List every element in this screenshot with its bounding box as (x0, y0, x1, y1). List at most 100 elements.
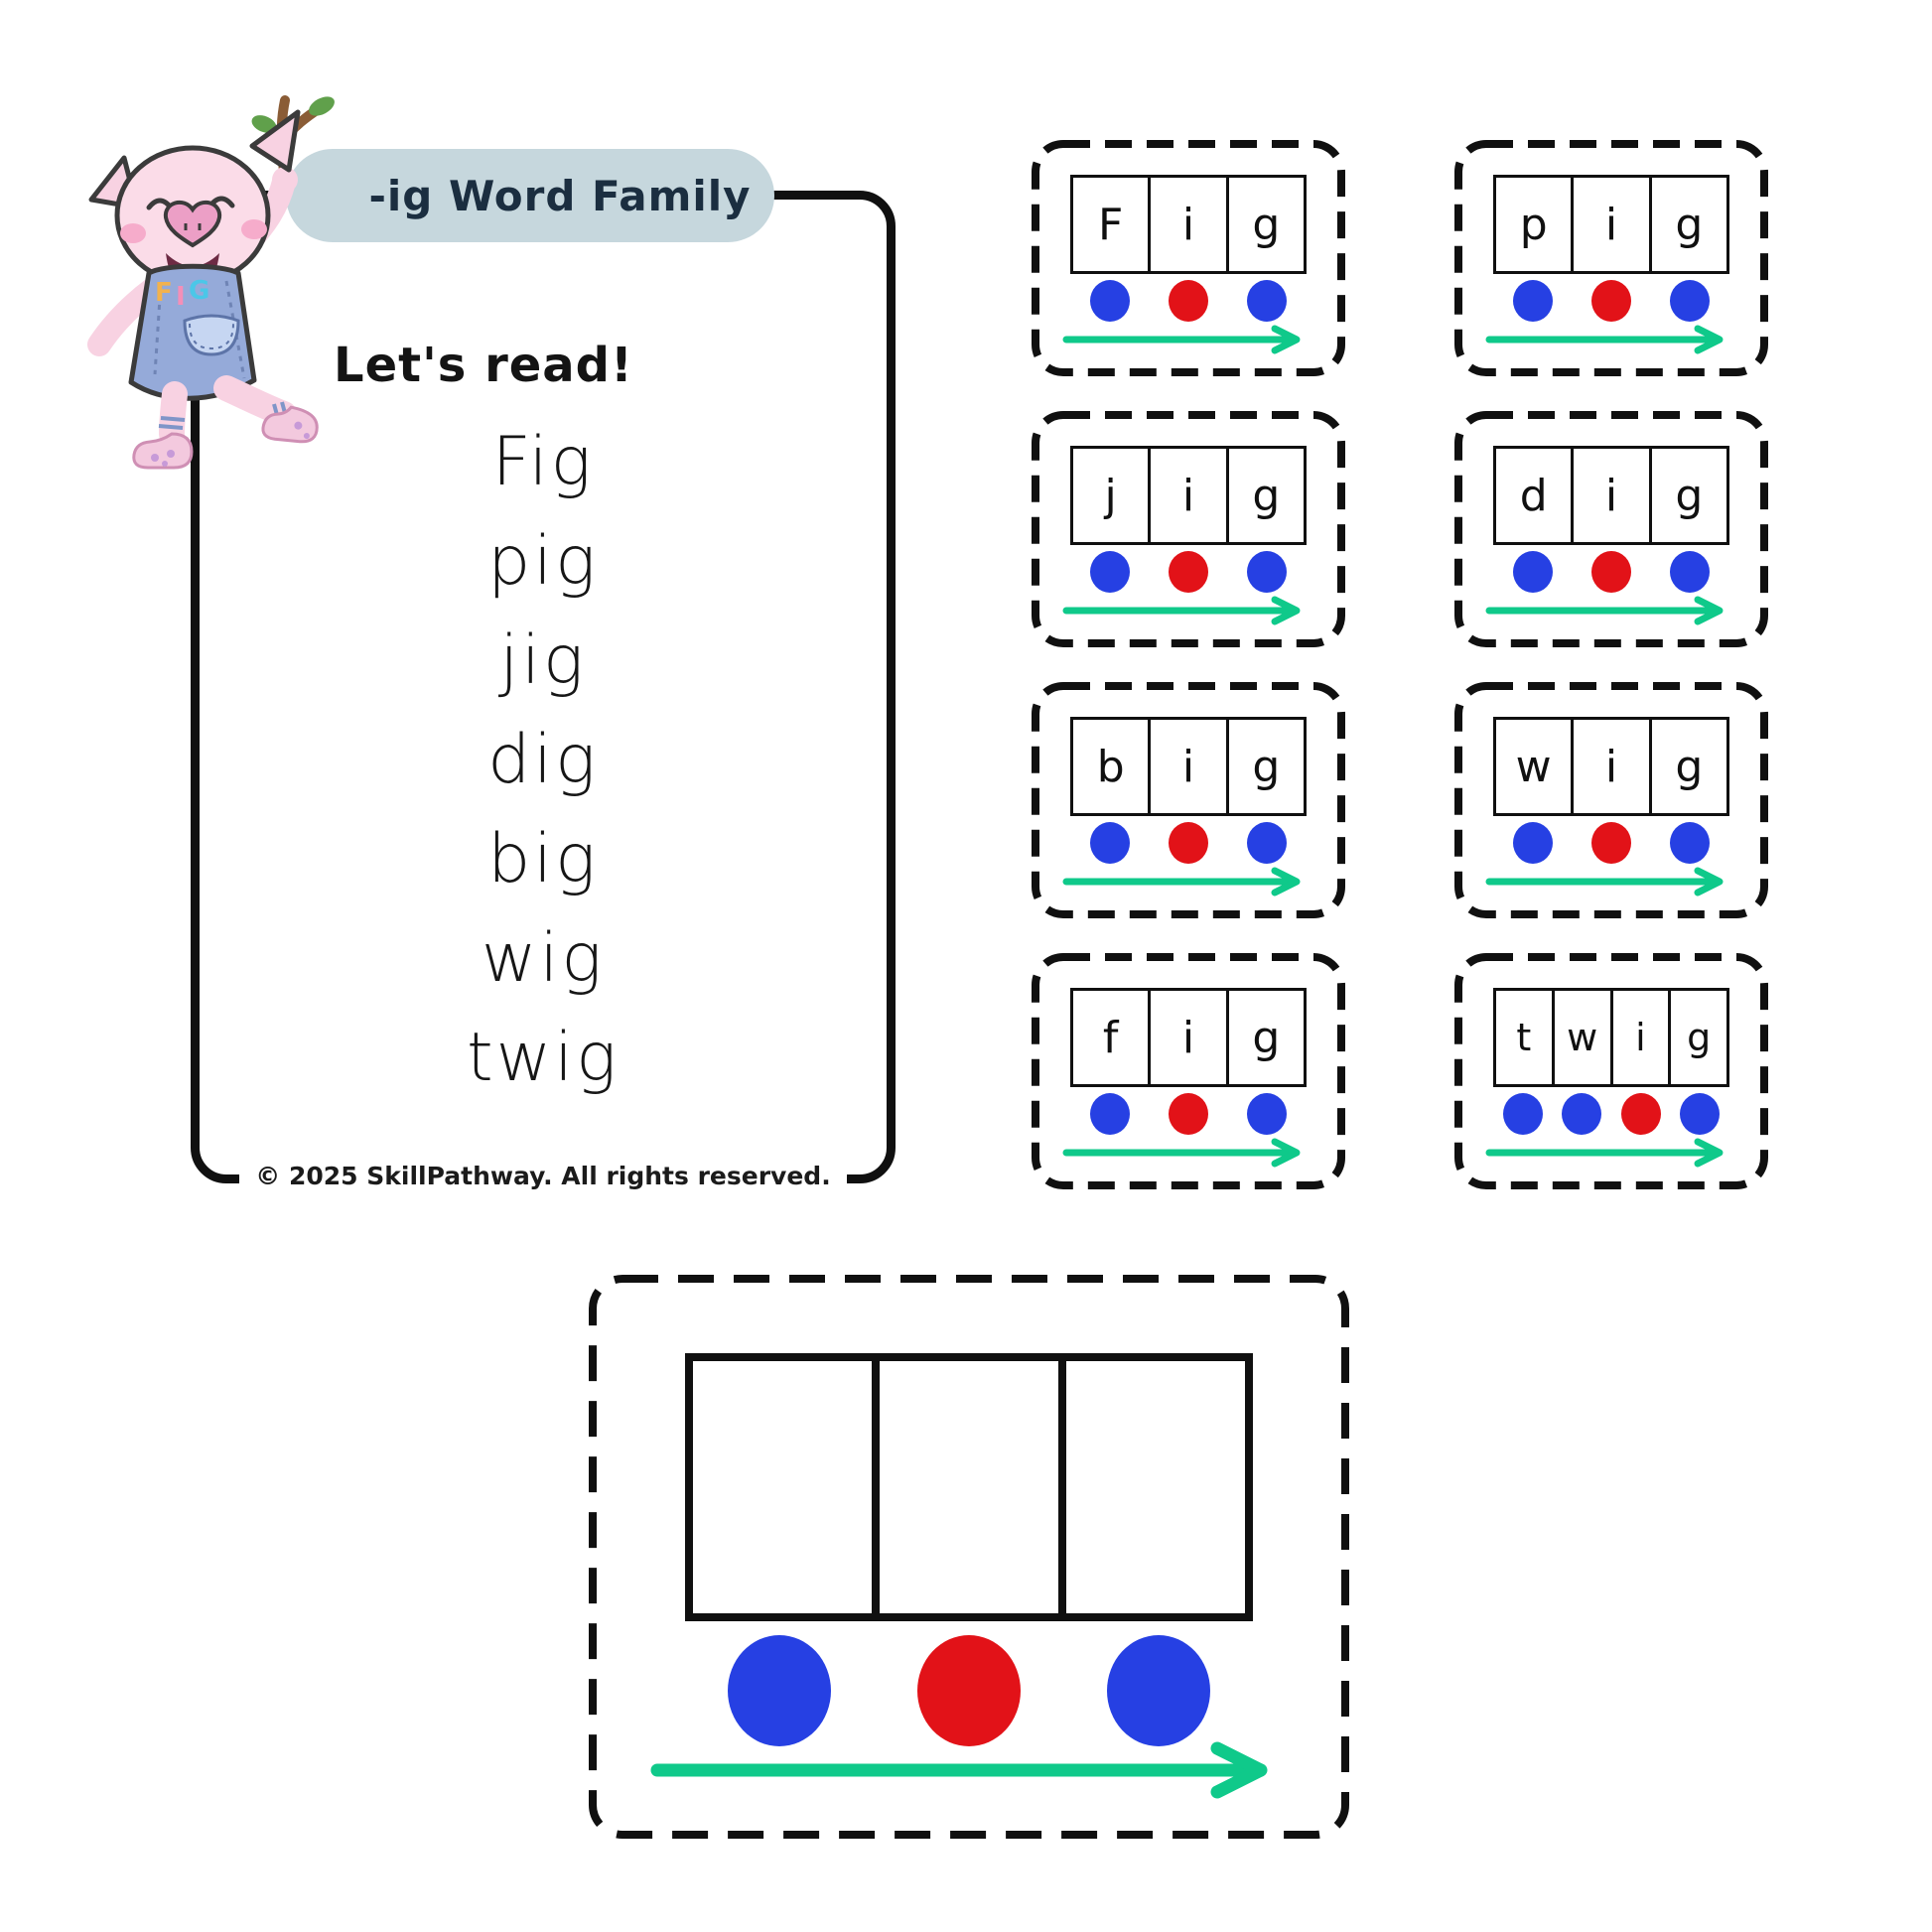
sound-dot (1168, 280, 1208, 322)
sound-dot (1247, 822, 1288, 864)
word-card-fig: F i g (1031, 139, 1346, 377)
sound-dot (1590, 822, 1631, 864)
word-card-fig-lower: f i g (1031, 952, 1346, 1190)
dashed-cut-border (1032, 411, 1345, 647)
sound-dots (685, 1635, 1253, 1746)
letter-cell: g (1225, 988, 1307, 1087)
letter-cell: f (1070, 988, 1152, 1087)
sound-dot (1106, 1635, 1210, 1746)
word-item: twig (467, 1018, 620, 1097)
letter-boxes: F i g (1070, 175, 1307, 274)
letter-cell: p (1493, 175, 1575, 274)
arrow-icon (1485, 867, 1724, 897)
sound-dot (1562, 1093, 1602, 1135)
sound-dot (1512, 822, 1553, 864)
letter-cell: i (1609, 988, 1672, 1087)
sound-dots (1070, 551, 1307, 593)
letter-cell: i (1148, 717, 1229, 816)
sound-dot (1670, 822, 1711, 864)
arrow-icon (650, 1741, 1268, 1799)
blank-word-card (588, 1274, 1350, 1840)
sound-dot (1590, 551, 1631, 593)
page-title: -ig Word Family (368, 171, 752, 220)
letter-boxes: d i g (1493, 446, 1729, 545)
sound-dot (1512, 280, 1553, 322)
letter-cell: F (1070, 175, 1152, 274)
word-card-twig: t w i g (1453, 952, 1769, 1190)
word-list-box (191, 191, 896, 1183)
letter-cell: i (1148, 446, 1229, 545)
dashed-cut-border (1454, 140, 1768, 376)
letter-cell: g (1225, 446, 1307, 545)
letter-cell: b (1070, 717, 1152, 816)
sound-dot (1089, 551, 1130, 593)
svg-text:G: G (189, 276, 209, 306)
letter-cell: j (1070, 446, 1152, 545)
letter-cell: g (1225, 717, 1307, 816)
letter-boxes: b i g (1070, 717, 1307, 816)
word-item: Fig (491, 422, 595, 501)
word-item: wig (481, 918, 606, 998)
word-card-pig: p i g (1453, 139, 1769, 377)
letter-boxes: f i g (1070, 988, 1307, 1087)
dashed-cut-border (1032, 682, 1345, 918)
dashed-cut-border (1454, 682, 1768, 918)
sound-dot (1168, 1093, 1208, 1135)
word-card-big: b i g (1031, 681, 1346, 919)
word-item: big (487, 819, 599, 898)
letter-boxes: w i g (1493, 717, 1729, 816)
letter-cell: w (1493, 717, 1575, 816)
letter-cell: d (1493, 446, 1575, 545)
empty-letter-cell[interactable] (1058, 1353, 1253, 1621)
sound-dot (916, 1635, 1021, 1746)
sound-dots (1070, 280, 1307, 322)
word-item: jig (499, 621, 587, 700)
sound-dot (1670, 280, 1711, 322)
sound-dot (1247, 1093, 1288, 1135)
word-item: pig (487, 521, 599, 601)
letter-cell: i (1571, 175, 1652, 274)
arrow-icon (1062, 596, 1301, 625)
sound-dot (1168, 822, 1208, 864)
sound-dot (1089, 822, 1130, 864)
sound-dots (1493, 822, 1729, 864)
dashed-cut-border (589, 1275, 1349, 1839)
letter-boxes: p i g (1493, 175, 1729, 274)
empty-letter-cell[interactable] (685, 1353, 880, 1621)
arrow-icon (1062, 1138, 1301, 1168)
sound-dot (1247, 280, 1288, 322)
letter-cell: i (1571, 717, 1652, 816)
arrow-icon (1485, 325, 1724, 354)
sound-dot (1670, 551, 1711, 593)
copyright-line: © 2025 SkillPathway. All rights reserved… (191, 1162, 896, 1190)
title-banner: -ig Word Family (286, 149, 774, 242)
sound-dot (1247, 551, 1288, 593)
dashed-cut-border (1454, 953, 1768, 1189)
word-item: dig (487, 720, 599, 799)
letter-cell: g (1648, 717, 1729, 816)
sound-dot (1680, 1093, 1721, 1135)
empty-letter-cell[interactable] (872, 1353, 1066, 1621)
pig-mascot-image: F I G (87, 95, 335, 470)
letter-cell: t (1493, 988, 1555, 1087)
sound-dot (1512, 551, 1553, 593)
sound-dots (1493, 551, 1729, 593)
svg-text:I: I (176, 282, 186, 312)
sound-dot (1620, 1093, 1661, 1135)
dashed-cut-border (1032, 140, 1345, 376)
letter-cell: i (1571, 446, 1652, 545)
sound-dots (1493, 1093, 1729, 1135)
sound-dots (1070, 1093, 1307, 1135)
sound-dot (1502, 1093, 1543, 1135)
sound-dot (1168, 551, 1208, 593)
letter-cell: g (1668, 988, 1729, 1087)
letter-boxes: t w i g (1493, 988, 1729, 1087)
sound-dot (1089, 280, 1130, 322)
sound-dot (1590, 280, 1631, 322)
sound-dot (1089, 1093, 1130, 1135)
arrow-icon (1062, 867, 1301, 897)
letter-cell: g (1648, 446, 1729, 545)
dashed-cut-border (1032, 953, 1345, 1189)
letter-cell: g (1648, 175, 1729, 274)
